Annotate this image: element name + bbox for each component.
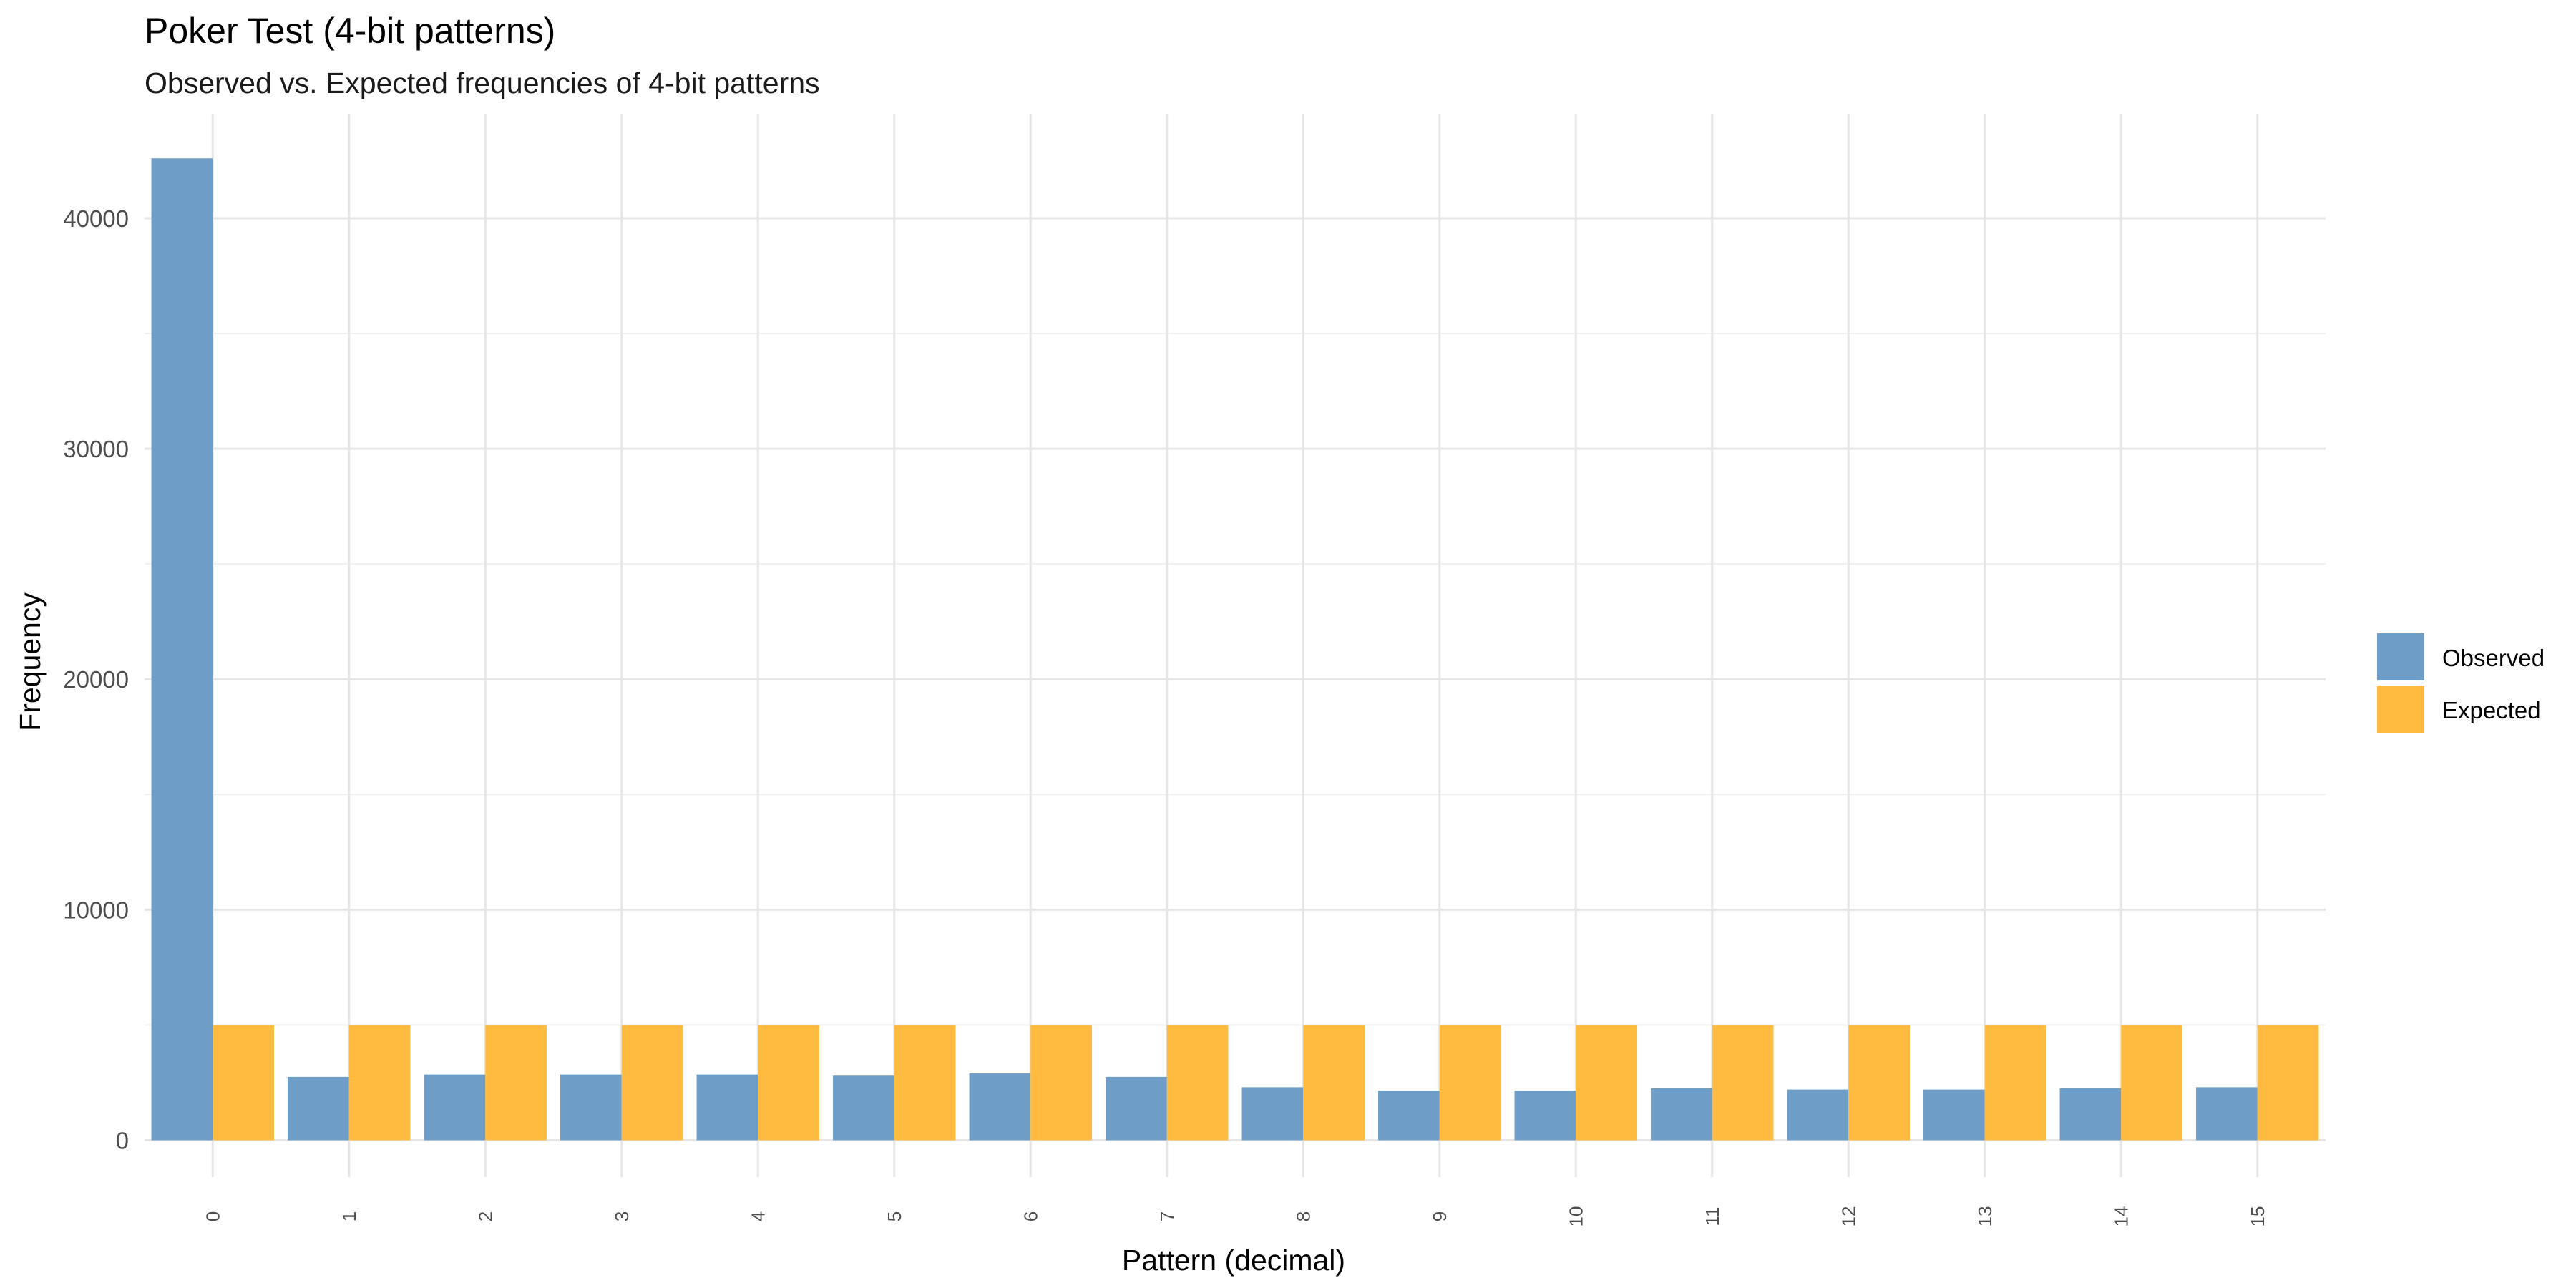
x-tick-label: 8: [1292, 1211, 1314, 1221]
bar-observed-3: [560, 1074, 622, 1141]
bar-expected-7: [1166, 1025, 1229, 1141]
y-tick-label: 0: [116, 1127, 129, 1153]
bars: [151, 158, 2319, 1141]
x-tick-label: 0: [202, 1211, 223, 1221]
legend-swatch-expected: [2377, 686, 2424, 733]
x-tick-label: 14: [2110, 1206, 2132, 1227]
bar-observed-5: [833, 1075, 894, 1141]
bar-observed-14: [2059, 1088, 2122, 1141]
x-tick-label: 11: [1702, 1207, 1723, 1226]
bar-expected-3: [621, 1025, 683, 1141]
bar-expected-10: [1576, 1025, 1637, 1141]
x-tick-label: 4: [747, 1211, 769, 1221]
x-tick-label: 3: [611, 1211, 633, 1221]
x-axis-ticks: 0 1 2 3 4 5 6 7 8 9 10 11 12 13 14 15: [202, 1206, 2268, 1227]
bar-expected-2: [485, 1025, 547, 1141]
x-tick-label: 10: [1565, 1206, 1586, 1227]
bar-expected-4: [758, 1025, 819, 1141]
bar-observed-7: [1106, 1076, 1167, 1141]
legend: Observed Expected: [2377, 633, 2545, 733]
bar-expected-6: [1030, 1025, 1092, 1141]
bar-observed-11: [1651, 1088, 1712, 1141]
bar-expected-5: [894, 1025, 956, 1141]
grid-lines: [145, 114, 2326, 1177]
bar-expected-8: [1303, 1025, 1365, 1141]
bar-expected-1: [348, 1025, 411, 1141]
y-tick-label: 30000: [63, 436, 129, 462]
bar-observed-12: [1787, 1089, 1849, 1141]
bar-observed-15: [2196, 1087, 2258, 1141]
legend-swatch-observed: [2377, 633, 2424, 680]
x-tick-label: 12: [1838, 1206, 1859, 1227]
y-tick-label: 20000: [63, 666, 129, 693]
bar-observed-13: [1923, 1089, 1985, 1141]
x-tick-label: 13: [1974, 1206, 1996, 1227]
x-tick-label: 1: [338, 1211, 360, 1221]
bar-observed-1: [288, 1076, 349, 1141]
bar-observed-9: [1378, 1091, 1440, 1141]
legend-label-expected: Expected: [2442, 697, 2541, 723]
x-tick-label: 9: [1429, 1211, 1450, 1221]
bar-observed-2: [424, 1074, 486, 1141]
bar-observed-4: [696, 1074, 758, 1141]
bar-expected-13: [1984, 1025, 2046, 1141]
bar-observed-6: [969, 1073, 1031, 1141]
bar-expected-0: [213, 1025, 274, 1141]
legend-label-observed: Observed: [2442, 645, 2545, 671]
x-axis-title: Pattern (decimal): [1122, 1244, 1345, 1277]
bar-expected-9: [1439, 1025, 1501, 1141]
x-tick-label: 7: [1156, 1211, 1178, 1221]
y-tick-label: 40000: [63, 205, 129, 232]
x-tick-label: 2: [474, 1211, 496, 1221]
bar-observed-8: [1241, 1087, 1304, 1141]
y-axis-title: Frequency: [14, 592, 47, 731]
x-tick-label: 5: [884, 1211, 905, 1221]
bar-expected-14: [2121, 1025, 2182, 1141]
chart-subtitle: Observed vs. Expected frequencies of 4-b…: [145, 67, 820, 99]
y-axis-ticks: 0 10000 20000 30000 40000: [63, 205, 129, 1154]
x-tick-label: 15: [2247, 1206, 2268, 1227]
bar-expected-12: [1848, 1025, 1910, 1141]
y-tick-label: 10000: [63, 897, 129, 923]
bar-observed-10: [1514, 1091, 1576, 1141]
bar-expected-15: [2257, 1025, 2319, 1141]
x-tick-label: 6: [1020, 1211, 1041, 1221]
bar-observed-0: [151, 158, 213, 1141]
chart-title: Poker Test (4-bit patterns): [145, 11, 555, 51]
bar-expected-11: [1712, 1025, 1774, 1141]
